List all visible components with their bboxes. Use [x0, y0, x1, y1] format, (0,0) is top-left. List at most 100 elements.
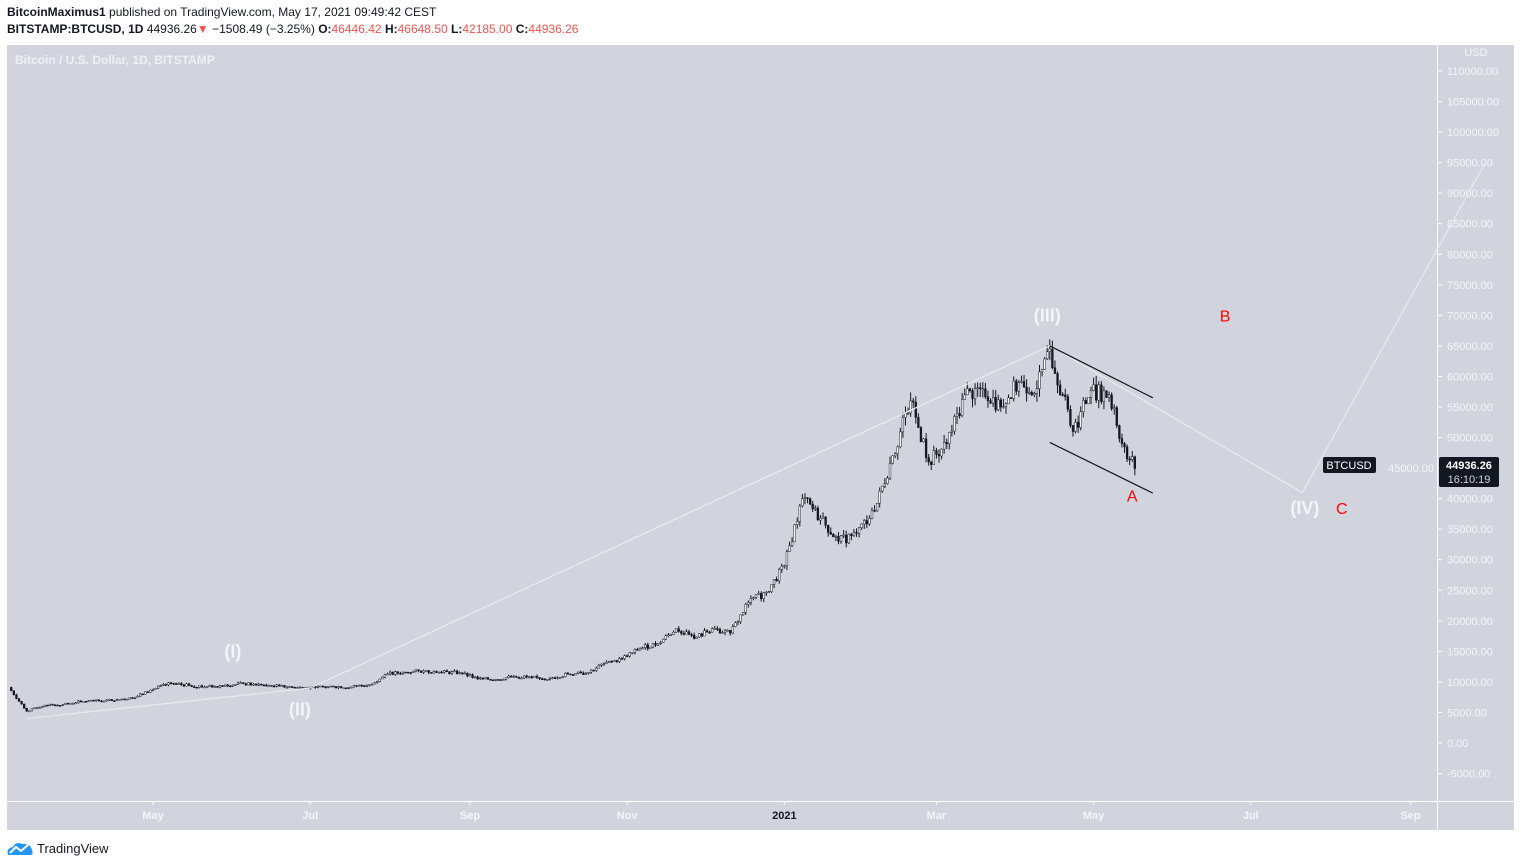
candle	[1007, 394, 1010, 405]
candle-down	[190, 685, 193, 687]
candle	[285, 685, 289, 689]
candle	[868, 515, 871, 526]
price-chart[interactable]: Bitcoin / U.S. Dollar, 1D, BITSTAMP USD …	[7, 45, 1514, 830]
published-text: published on TradingView.com, May 17, 20…	[109, 5, 437, 19]
candle-down	[471, 674, 474, 678]
plot-area[interactable]	[7, 45, 1437, 801]
candle-up	[177, 683, 180, 685]
tradingview-logo[interactable]: TradingView	[6, 840, 109, 856]
candle-down	[141, 693, 144, 696]
candle-up	[607, 660, 611, 663]
candle	[592, 669, 595, 672]
time-axis[interactable]	[7, 801, 1437, 830]
candle-up	[1113, 407, 1116, 409]
candle	[77, 699, 80, 704]
candle-up	[412, 670, 415, 673]
candle	[368, 684, 371, 687]
candle-up	[656, 643, 660, 646]
candle	[252, 682, 255, 686]
candle	[383, 673, 387, 679]
candle	[120, 698, 124, 701]
candle	[20, 700, 23, 705]
candle-up	[780, 565, 783, 570]
candle	[878, 487, 881, 508]
candle	[510, 675, 513, 678]
candle-down	[59, 705, 62, 707]
candle-down	[705, 630, 709, 633]
candle	[667, 632, 670, 638]
candle	[157, 685, 160, 689]
candle	[205, 686, 209, 689]
candle	[708, 630, 711, 634]
candle	[698, 633, 701, 638]
candle-up	[749, 598, 753, 603]
candle	[360, 684, 363, 687]
candle-up	[762, 592, 765, 599]
candle-up	[772, 579, 776, 585]
candle	[626, 654, 629, 657]
candle-up	[1020, 381, 1023, 383]
candle-up	[798, 505, 801, 522]
candle-up	[664, 635, 667, 640]
candle-down	[775, 579, 778, 582]
candle-down	[20, 700, 23, 705]
candle	[881, 485, 884, 493]
candle	[754, 594, 758, 600]
candle	[955, 407, 959, 425]
candle-up	[388, 671, 392, 675]
candle	[1022, 375, 1026, 388]
symbol-tag	[1323, 457, 1376, 473]
candle	[236, 681, 240, 685]
candle-up	[267, 685, 271, 687]
candle-up	[224, 684, 227, 687]
candle-up	[618, 658, 621, 662]
candle-down	[979, 387, 982, 390]
candle	[857, 527, 861, 538]
candle	[167, 681, 170, 687]
candle	[324, 686, 327, 689]
x-tick-label: Sep	[1400, 810, 1420, 822]
candle-up	[605, 661, 608, 664]
candle-up	[870, 510, 874, 519]
candle-down	[123, 698, 126, 701]
candle	[517, 676, 521, 680]
author[interactable]: BitcoinMaximus1	[7, 5, 106, 19]
candle	[687, 629, 691, 635]
candle	[95, 699, 98, 702]
candle-up	[463, 672, 466, 675]
candle	[162, 683, 165, 687]
candle	[234, 683, 237, 686]
candle	[476, 675, 479, 681]
candle-down	[914, 401, 917, 418]
candle-up	[151, 688, 155, 691]
candle	[870, 507, 874, 520]
candle-up	[886, 477, 889, 484]
candle-up	[878, 490, 881, 504]
candle	[711, 627, 714, 633]
candle-up	[819, 517, 822, 521]
candle	[991, 389, 995, 407]
candle-up	[564, 672, 567, 677]
candle-up	[546, 679, 549, 681]
candle-down	[924, 438, 928, 458]
candle	[930, 460, 933, 471]
candle	[203, 685, 206, 689]
candle-up	[1082, 400, 1085, 413]
candle-down	[283, 685, 286, 688]
candle	[450, 670, 454, 676]
price-axis[interactable]	[1437, 45, 1514, 801]
candle	[847, 533, 850, 545]
triangle-down-icon: ▼	[196, 22, 209, 36]
wave-label: C	[1336, 501, 1348, 518]
candle	[850, 532, 853, 541]
candle	[211, 684, 214, 688]
candle-up	[757, 593, 760, 595]
candle	[819, 514, 822, 525]
candle-down	[571, 674, 575, 676]
candle	[659, 640, 662, 645]
candle-up	[167, 682, 170, 686]
candle-up	[473, 676, 477, 679]
footer-brand: TradingView	[37, 840, 109, 856]
candle	[401, 671, 405, 675]
candle-up	[126, 698, 129, 701]
